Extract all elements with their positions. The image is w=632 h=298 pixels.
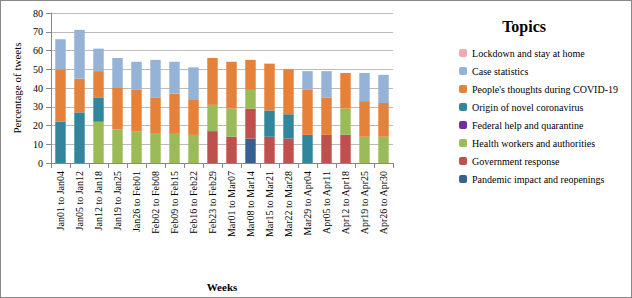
svg-text:Mar15 to Mar21: Mar15 to Mar21 (264, 171, 275, 237)
svg-text:Weeks: Weeks (207, 281, 238, 293)
svg-text:Health workers and authorities: Health workers and authorities (472, 138, 595, 149)
svg-text:Mar22 to Mar28: Mar22 to Mar28 (283, 171, 294, 237)
svg-text:Jan01 to Jan04: Jan01 to Jan04 (55, 171, 66, 230)
svg-text:Feb02 to Feb08: Feb02 to Feb08 (150, 171, 161, 234)
svg-text:0: 0 (38, 158, 43, 169)
svg-text:Lockdown and stay at home: Lockdown and stay at home (472, 48, 585, 59)
svg-text:Topics: Topics (502, 18, 546, 36)
svg-text:People's thoughts during COVID: People's thoughts during COVID-19 (472, 84, 618, 95)
svg-text:Pandemic impact and reopenings: Pandemic impact and reopenings (472, 174, 605, 185)
svg-text:Government response: Government response (472, 156, 560, 167)
svg-text:Jan19 to Jan25: Jan19 to Jan25 (112, 171, 123, 230)
svg-text:30: 30 (33, 101, 43, 112)
svg-text:20: 20 (33, 120, 43, 131)
svg-text:Mar01 to Mar07: Mar01 to Mar07 (226, 171, 237, 237)
svg-text:70: 70 (33, 26, 43, 37)
svg-text:Apr26 to Apr30: Apr26 to Apr30 (378, 171, 389, 234)
svg-text:40: 40 (33, 83, 43, 94)
svg-text:Origin of novel coronavirus: Origin of novel coronavirus (472, 102, 583, 113)
svg-text:Mar29 to Apr04: Mar29 to Apr04 (302, 171, 313, 235)
svg-text:60: 60 (33, 45, 43, 56)
svg-text:50: 50 (33, 64, 43, 75)
svg-text:Mar08 to Mar14: Mar08 to Mar14 (245, 171, 256, 237)
svg-text:Feb09 to Feb15: Feb09 to Feb15 (169, 171, 180, 234)
svg-text:Federal help and quarantine: Federal help and quarantine (472, 120, 584, 131)
svg-text:Jan26 to Feb01: Jan26 to Feb01 (131, 171, 142, 232)
svg-text:Jan05 to Jan12: Jan05 to Jan12 (74, 171, 85, 230)
svg-text:Case statistics: Case statistics (472, 66, 528, 77)
svg-text:Jan12 to Jan18: Jan12 to Jan18 (93, 171, 104, 230)
svg-text:Apr12 to Apr18: Apr12 to Apr18 (340, 171, 351, 234)
svg-text:Apr19 to Apr25: Apr19 to Apr25 (359, 171, 370, 234)
svg-text:Feb16 to Feb22: Feb16 to Feb22 (188, 171, 199, 234)
svg-text:80: 80 (33, 8, 43, 19)
svg-text:Percentage of tweets: Percentage of tweets (11, 42, 23, 133)
svg-text:Feb23 to Feb29: Feb23 to Feb29 (207, 171, 218, 234)
svg-text:Apr05 to Apr11: Apr05 to Apr11 (321, 171, 332, 234)
svg-text:10: 10 (33, 139, 43, 150)
